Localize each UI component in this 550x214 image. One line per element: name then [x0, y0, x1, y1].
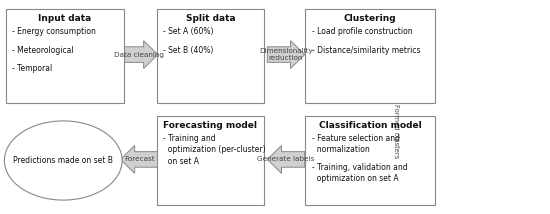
Text: Classification model: Classification model: [318, 121, 421, 130]
Text: - Energy consumption: - Energy consumption: [12, 27, 96, 36]
Text: - Set A (60%): - Set A (60%): [163, 27, 214, 36]
Text: Forecast: Forecast: [124, 156, 155, 162]
FancyBboxPatch shape: [6, 9, 124, 103]
Text: Dimensionality
reduction: Dimensionality reduction: [259, 48, 313, 61]
FancyBboxPatch shape: [157, 9, 264, 103]
Polygon shape: [338, 118, 402, 145]
Text: Input data: Input data: [38, 14, 91, 23]
Text: - Training, validation and
  optimization on set A: - Training, validation and optimization …: [312, 163, 408, 183]
Text: Clustering: Clustering: [344, 14, 396, 23]
Polygon shape: [120, 41, 158, 68]
Text: Split data: Split data: [185, 14, 235, 23]
FancyBboxPatch shape: [157, 116, 264, 205]
Text: - Load profile construction: - Load profile construction: [312, 27, 412, 36]
Text: Data cleaning: Data cleaning: [114, 52, 164, 58]
FancyBboxPatch shape: [305, 116, 434, 205]
FancyBboxPatch shape: [305, 9, 434, 103]
Text: - Distance/similarity metrics: - Distance/similarity metrics: [312, 46, 420, 55]
Text: Formed clusters: Formed clusters: [393, 104, 399, 159]
Text: Forecasting model: Forecasting model: [163, 121, 257, 130]
Text: - Meteorological: - Meteorological: [12, 46, 74, 55]
Text: - Training and
  optimization (per-cluster)
  on set A: - Training and optimization (per-cluster…: [163, 134, 266, 166]
Text: - Feature selection and
  normalization: - Feature selection and normalization: [312, 134, 400, 155]
Text: Predictions made on set B: Predictions made on set B: [13, 156, 113, 165]
Polygon shape: [120, 146, 158, 173]
Text: Generate labels: Generate labels: [257, 156, 315, 162]
Ellipse shape: [4, 121, 122, 200]
Polygon shape: [267, 41, 305, 68]
Text: - Temporal: - Temporal: [12, 64, 52, 73]
Text: - Set B (40%): - Set B (40%): [163, 46, 214, 55]
Polygon shape: [267, 146, 305, 173]
